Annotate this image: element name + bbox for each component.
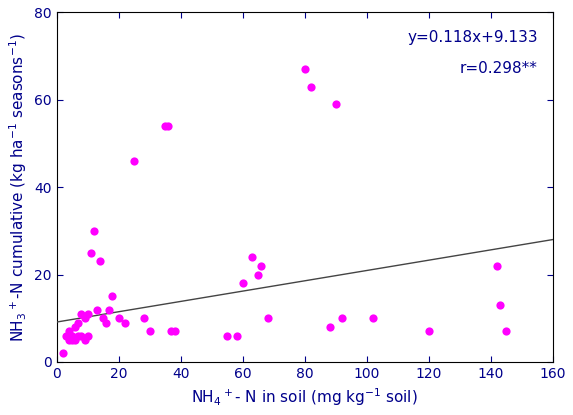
Point [145, 328, 154, 334]
Point [68, 332, 77, 339]
Text: y=0.118x+9.133: y=0.118x+9.133 [407, 30, 538, 45]
Point [77, 332, 86, 339]
Point [70, 337, 80, 344]
Point [300, 66, 309, 73]
Point [77, 310, 86, 317]
Point [58, 350, 68, 356]
Point [65, 328, 74, 334]
Point [492, 263, 501, 269]
Point [307, 83, 316, 90]
Point [70, 324, 80, 330]
Point [248, 254, 257, 260]
Point [120, 319, 129, 326]
Point [89, 227, 99, 234]
Point [65, 337, 74, 344]
Point [114, 315, 123, 322]
Point [92, 306, 101, 313]
Point [160, 123, 170, 129]
Point [68, 337, 77, 344]
Text: r=0.298**: r=0.298** [460, 61, 538, 76]
Point [80, 315, 89, 322]
Point [167, 328, 176, 334]
Point [99, 315, 108, 322]
Point [502, 328, 511, 334]
Point [170, 328, 179, 334]
Point [368, 315, 378, 322]
Point [424, 328, 433, 334]
Point [74, 319, 83, 326]
Point [263, 315, 272, 322]
Point [80, 337, 89, 344]
Point [61, 332, 70, 339]
Point [86, 249, 95, 256]
Point [96, 258, 105, 265]
Point [105, 306, 114, 313]
Point [83, 310, 92, 317]
Point [139, 315, 148, 322]
Point [331, 101, 340, 107]
Point [129, 158, 139, 164]
Point [164, 123, 173, 129]
Point [238, 280, 248, 287]
Point [102, 319, 111, 326]
Point [325, 324, 334, 330]
Point [223, 332, 232, 339]
Point [257, 263, 266, 269]
Point [496, 302, 505, 308]
Point [232, 332, 241, 339]
Point [74, 332, 83, 339]
Y-axis label: NH$_3$$^+$-N cumulative (kg ha$^{-1}$ seasons$^{-1}$): NH$_3$$^+$-N cumulative (kg ha$^{-1}$ se… [7, 33, 29, 342]
Point [108, 293, 117, 300]
Point [254, 271, 263, 278]
Point [337, 315, 347, 322]
X-axis label: NH$_4$$^+$- N in soil (mg kg$^{-1}$ soil): NH$_4$$^+$- N in soil (mg kg$^{-1}$ soil… [191, 386, 418, 408]
Point [83, 332, 92, 339]
